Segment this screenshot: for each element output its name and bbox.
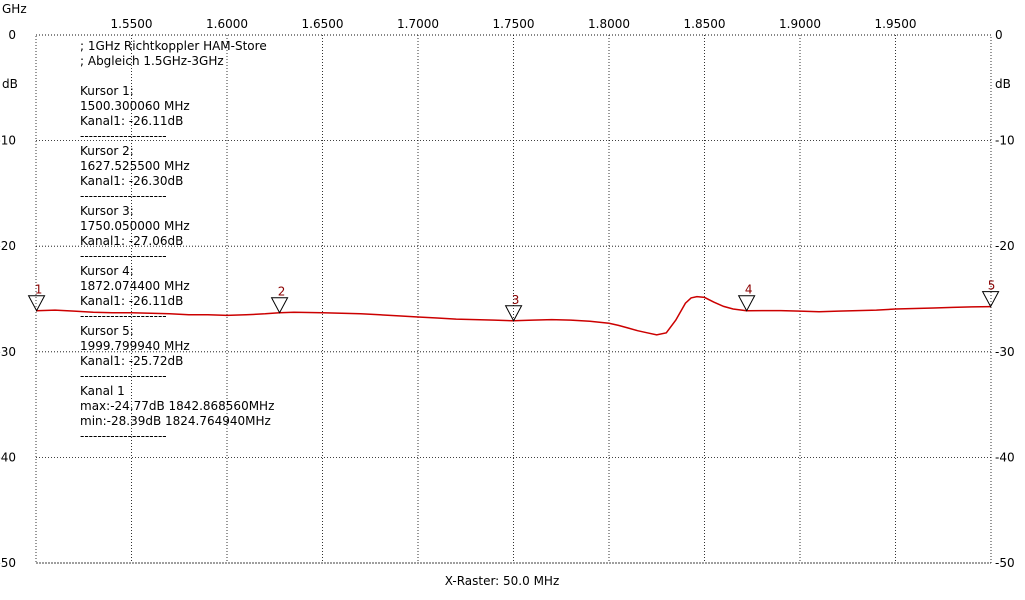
cursor-marker-label: 4	[745, 283, 753, 297]
channel-1-trace	[35, 295, 992, 336]
x-tick-label: 1.5500	[111, 17, 153, 31]
x-tick-label: 1.8500	[684, 17, 726, 31]
x-axis-label: X-Raster: 50.0 MHz	[445, 574, 560, 588]
cursor-marker: 5	[981, 279, 1000, 308]
x-tick-label: 1.7500	[493, 17, 535, 31]
x-tick-label: 1.7000	[397, 17, 439, 31]
y-tick-label-right: -40	[995, 450, 1015, 464]
y-tick-label-right: -20	[995, 239, 1015, 253]
cursor-marker: 4	[737, 283, 756, 312]
info-line: Kursor 1:	[80, 84, 134, 98]
x-tick-labels: 1.5500 1.6000 1.6500 1.7000 1.7500 1.8000 1.85…	[111, 17, 917, 31]
info-line: 1999.799940 MHz	[80, 339, 190, 353]
y-tick-label-right: -10	[995, 134, 1015, 148]
info-line: Kanal1: -26.11dB	[80, 114, 183, 128]
y-tick-label-left: -40	[0, 450, 16, 464]
y-unit-label-right: dB	[995, 77, 1011, 91]
x-tick-label: 1.6000	[206, 17, 248, 31]
y-tick-label-left: -20	[0, 239, 16, 253]
info-line: ; 1GHz Richtkoppler HAM-Store	[80, 39, 267, 53]
info-line: Kanal1: -26.30dB	[80, 174, 183, 188]
y-tick-label-right: -30	[995, 345, 1015, 359]
cursor-marker-triangle	[737, 295, 756, 312]
info-line: --------------------	[80, 369, 167, 383]
cursor-marker-label: 3	[512, 293, 520, 307]
cursor-marker-triangle	[981, 291, 1000, 308]
y-tick-label-right: -50	[995, 556, 1015, 570]
cursor-marker: 2	[270, 285, 289, 314]
y-tick-label-left: 0	[8, 28, 16, 42]
info-line: min:-28.39dB 1824.764940MHz	[80, 414, 271, 428]
x-unit-label: GHz	[2, 2, 27, 16]
info-line: Kanal1: -26.11dB	[80, 294, 183, 308]
cursor-marker-triangle	[270, 297, 289, 314]
cursor-marker-label: 5	[988, 279, 996, 293]
x-tick-label: 1.9000	[779, 17, 821, 31]
y-tick-labels: 0 0 -10 -10 -20 -20 -30 -30 -40 -40 -50 -50	[0, 28, 1015, 570]
info-line: --------------------	[80, 249, 167, 263]
cursor-markers: 1 2 3 4 5	[27, 279, 1000, 322]
info-line: 1627.525500 MHz	[80, 159, 190, 173]
y-tick-label-left: -30	[0, 345, 16, 359]
info-line: max:-24.77dB 1842.868560MHz	[80, 399, 274, 413]
info-line: Kursor 3:	[80, 204, 134, 218]
grid	[35, 34, 992, 564]
cursor-marker: 3	[504, 293, 523, 322]
info-line: 1872.074400 MHz	[80, 279, 190, 293]
info-line: Kanal 1	[80, 384, 125, 398]
info-line: Kursor 5:	[80, 324, 134, 338]
x-tick-label: 1.9500	[875, 17, 917, 31]
y-tick-label-left: -50	[0, 556, 16, 570]
info-line: ; Abgleich 1.5GHz-3GHz	[80, 54, 224, 68]
info-line: Kanal1: -27.06dB	[80, 234, 183, 248]
x-tick-label: 1.8000	[588, 17, 630, 31]
cursor-marker: 1	[27, 283, 46, 312]
cursor-info-panel: ; 1GHz Richtkoppler HAM-Store; Abgleich …	[80, 39, 274, 443]
info-line: --------------------	[80, 429, 167, 443]
x-tick-label: 1.6500	[302, 17, 344, 31]
info-line: --------------------	[80, 129, 167, 143]
info-line: Kursor 4:	[80, 264, 134, 278]
info-line: 1750.050000 MHz	[80, 219, 190, 233]
cursor-marker-triangle	[27, 295, 46, 312]
cursor-marker-label: 2	[278, 285, 286, 299]
info-line: --------------------	[80, 189, 167, 203]
y-tick-label-left: -10	[0, 134, 16, 148]
cursor-marker-triangle	[504, 305, 523, 322]
info-line: 1500.300060 MHz	[80, 99, 190, 113]
info-line: Kanal1: -25.72dB	[80, 354, 183, 368]
y-unit-label-left: dB	[2, 77, 18, 91]
info-line: --------------------	[80, 309, 167, 323]
cursor-marker-label: 1	[35, 283, 43, 297]
info-line: Kursor 2:	[80, 144, 134, 158]
y-tick-label-right: 0	[995, 28, 1003, 42]
